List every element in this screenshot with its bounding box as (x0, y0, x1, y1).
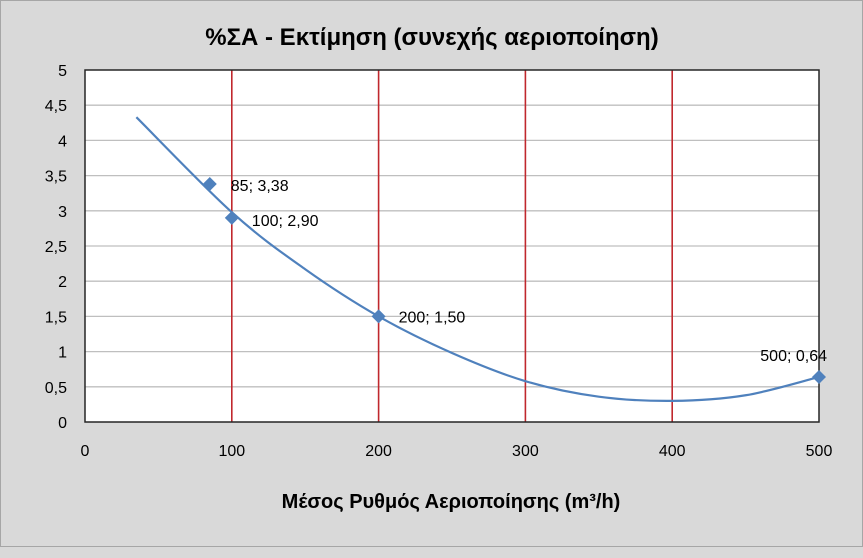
x-axis-title: Μέσος Ρυθμός Αεριοποίησης (m³/h) (282, 491, 621, 513)
x-tick-label: 200 (365, 443, 392, 460)
y-axis-tick-labels: 0 0,5 1 1,5 2 2,5 3 3,5 4 4,5 5 (45, 63, 67, 432)
data-label: 100; 2,90 (252, 213, 319, 230)
x-tick-label: 500 (806, 443, 833, 460)
data-point-marker (202, 177, 217, 192)
horizontal-gridlines (85, 104, 819, 388)
data-label: 500; 0,64 (760, 348, 827, 365)
y-tick-label: 0,5 (45, 380, 67, 397)
y-tick-label: 3 (58, 204, 67, 221)
chart-title: %ΣΑ - Εκτίμηση (συνεχής αεριοποίηση) (205, 24, 658, 51)
x-tick-label: 0 (81, 443, 90, 460)
x-tick-label: 400 (659, 443, 686, 460)
y-tick-label: 4,5 (45, 98, 67, 115)
data-label: 85; 3,38 (231, 178, 289, 195)
trendline (135, 116, 820, 403)
data-markers (202, 177, 826, 384)
x-tick-label: 100 (218, 443, 245, 460)
y-tick-label: 3,5 (45, 169, 67, 186)
y-tick-label: 1 (58, 345, 67, 362)
data-point-marker (224, 210, 239, 225)
y-tick-label: 2 (58, 274, 67, 291)
y-tick-label: 2,5 (45, 239, 67, 256)
y-tick-label: 1,5 (45, 309, 67, 326)
data-labels: 85; 3,38 100; 2,90 200; 1,50 500; 0,64 (231, 178, 827, 365)
y-tick-label: 4 (58, 133, 67, 150)
vertical-gridlines (231, 70, 674, 422)
x-tick-label: 300 (512, 443, 539, 460)
data-point-marker (371, 309, 386, 324)
data-point-marker (812, 369, 826, 384)
y-tick-label: 0 (58, 415, 67, 432)
y-tick-label: 5 (58, 63, 67, 80)
x-axis-tick-labels: 0 100 200 300 400 500 (81, 443, 833, 460)
plot-border (84, 69, 820, 423)
data-label: 200; 1,50 (399, 309, 466, 326)
